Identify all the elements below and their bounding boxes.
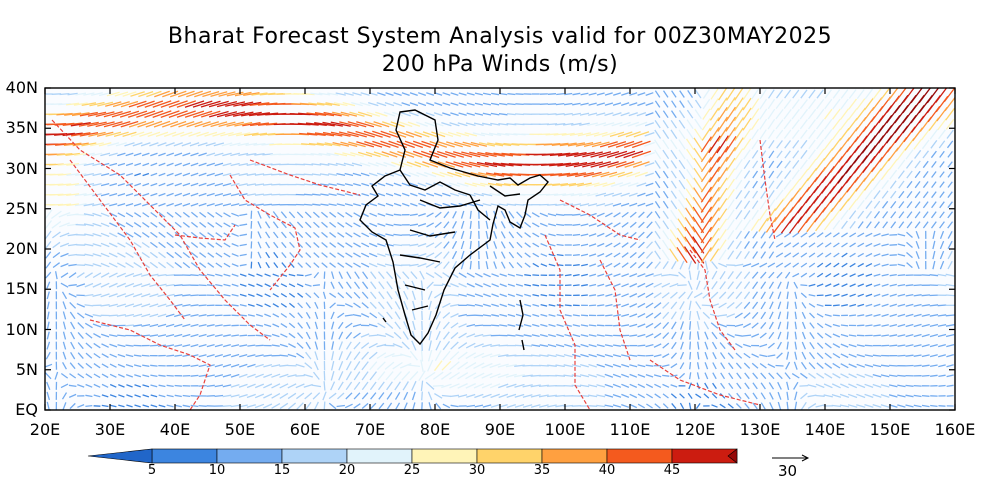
lat-label: 35N bbox=[5, 118, 38, 138]
colorbar-bin bbox=[346, 448, 413, 464]
colorbar-label: 45 bbox=[663, 463, 681, 478]
colorbar-label: 15 bbox=[273, 463, 291, 478]
wind-vectors bbox=[45, 88, 955, 410]
lat-label: 20N bbox=[5, 239, 38, 258]
lon-label: 140E bbox=[804, 420, 846, 439]
colorbar-label: 30 bbox=[468, 463, 486, 478]
lat-label: 30N bbox=[5, 158, 38, 178]
colorbar-bin bbox=[411, 448, 478, 464]
colorbar-low-arrow bbox=[87, 448, 153, 464]
reference-vector bbox=[772, 454, 810, 462]
lat-label: 40N bbox=[5, 78, 38, 97]
lon-label: 60E bbox=[289, 420, 321, 439]
lon-label: 160E bbox=[934, 420, 976, 439]
lon-label: 120E bbox=[674, 420, 716, 439]
lon-label: 110E bbox=[609, 420, 651, 439]
lon-label: 100E bbox=[544, 420, 586, 439]
colorbar-bin bbox=[476, 448, 543, 464]
lon-label: 20E bbox=[29, 420, 61, 439]
coastlines bbox=[51, 119, 776, 410]
colorbar-label: 40 bbox=[598, 463, 616, 478]
colorbar bbox=[87, 448, 738, 464]
lon-label: 30E bbox=[94, 420, 126, 439]
title-line-1: Bharat Forecast System Analysis valid fo… bbox=[167, 24, 833, 49]
lon-label: 50E bbox=[224, 420, 256, 439]
colorbar-bin bbox=[606, 448, 673, 464]
lon-label: 150E bbox=[869, 420, 911, 439]
lat-label: EQ bbox=[15, 400, 38, 419]
lat-label: 15N bbox=[5, 279, 38, 299]
reference-vector-label: 30 bbox=[778, 462, 798, 480]
colorbar-label: 10 bbox=[208, 463, 226, 478]
colorbar-label: 20 bbox=[338, 463, 356, 478]
colorbar-label: 35 bbox=[533, 463, 551, 478]
lat-label: 5N bbox=[15, 359, 38, 379]
lon-label: 90E bbox=[484, 420, 516, 439]
lon-label: 70E bbox=[354, 420, 386, 439]
lat-label: 10N bbox=[5, 319, 38, 339]
colorbar-label: 25 bbox=[403, 463, 421, 478]
colorbar-bin bbox=[216, 448, 283, 464]
colorbar-label: 5 bbox=[147, 463, 157, 478]
lat-label: 25N bbox=[5, 198, 38, 218]
lon-label: 130E bbox=[739, 420, 781, 439]
colorbar-bin bbox=[541, 448, 608, 464]
colorbar-bin bbox=[151, 448, 218, 464]
axis-ticks bbox=[44, 87, 956, 411]
title-line-2: 200 hPa Winds (m/s) bbox=[381, 52, 619, 77]
india-boundary bbox=[359, 109, 549, 351]
lon-label: 80E bbox=[419, 420, 451, 439]
colorbar-bin bbox=[671, 448, 738, 464]
lon-label: 40E bbox=[159, 420, 191, 439]
colorbar-bin bbox=[281, 448, 348, 464]
colorbar-high-arrow bbox=[727, 448, 738, 464]
